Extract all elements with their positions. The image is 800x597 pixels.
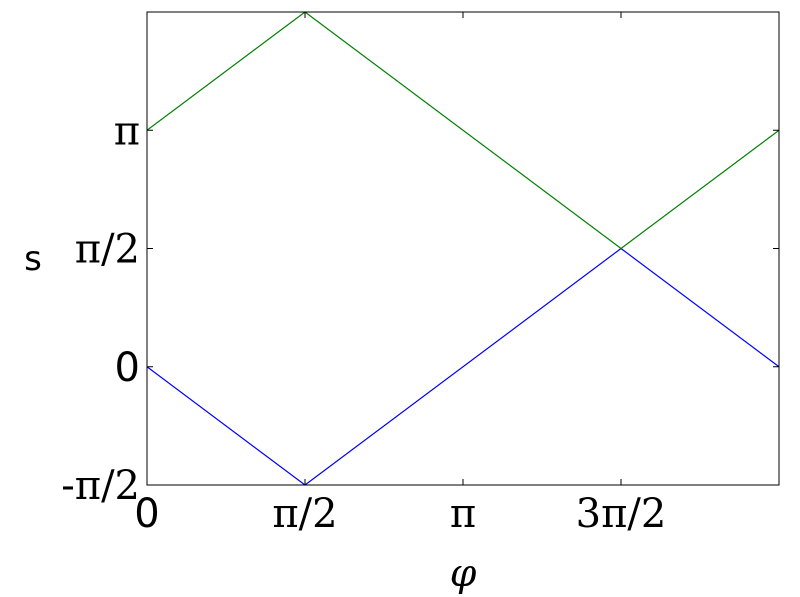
ticks-layer: 0 π/2 π 3π/2-π/20π/2π — [61, 12, 779, 537]
x-tick-label: 0 — [134, 491, 159, 537]
x-tick-label: π/2 — [272, 491, 337, 537]
plot-frame — [146, 11, 780, 486]
y-tick-label: π/2 — [75, 227, 140, 273]
x-tick-label: 3π/2 — [576, 491, 667, 537]
series-layer — [146, 11, 780, 486]
x-tick-label: π — [450, 491, 476, 537]
y-tick-label: 0 — [115, 345, 140, 391]
y-tick-label: π — [114, 108, 140, 154]
x-axis-label: φ — [450, 551, 477, 595]
series-line-1 — [146, 11, 780, 250]
series-line-0 — [146, 247, 780, 486]
y-axis-label: s — [24, 239, 42, 279]
y-tick-label: -π/2 — [61, 463, 140, 509]
